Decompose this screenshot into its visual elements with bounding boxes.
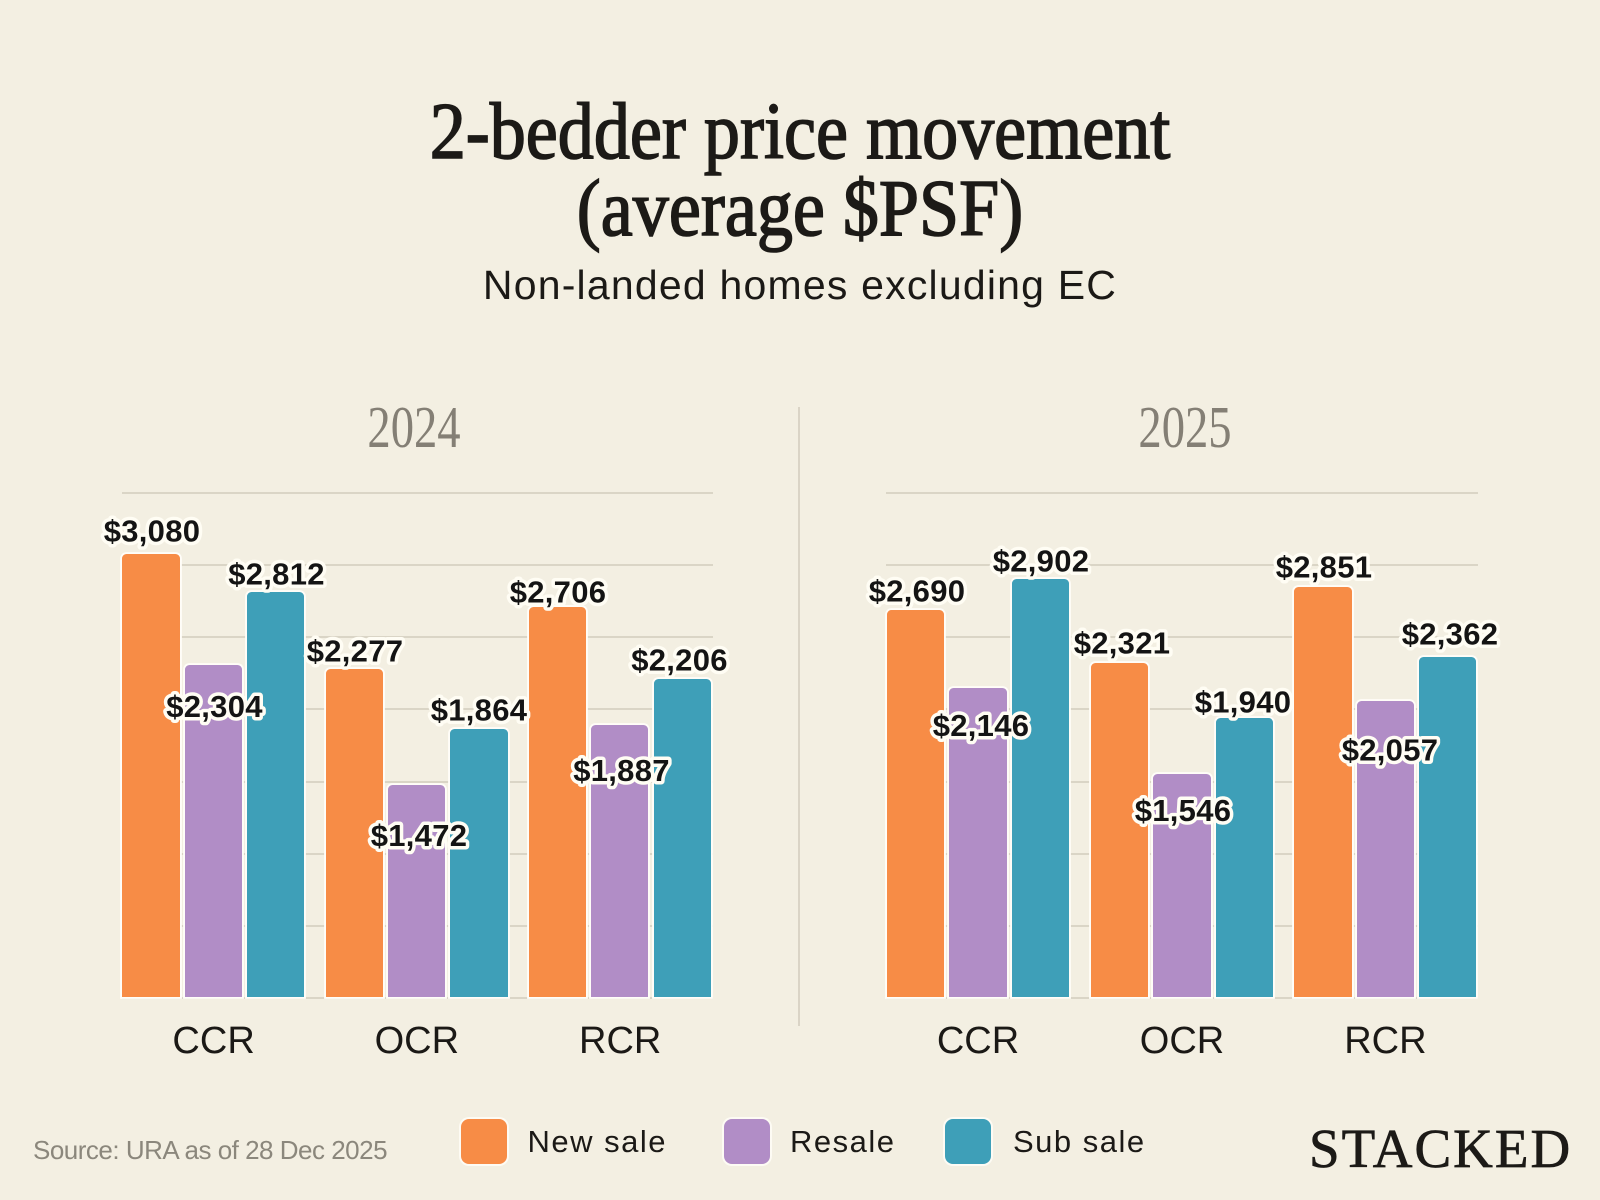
svg-text:$2,057: $2,057 <box>1342 732 1439 767</box>
svg-text:$2,706: $2,706 <box>510 574 607 609</box>
svg-text:$3,080: $3,080 <box>104 513 201 548</box>
svg-text:$2,362: $2,362 <box>1402 616 1499 651</box>
svg-text:$1,864: $1,864 <box>431 692 528 727</box>
svg-text:$1,887: $1,887 <box>573 753 670 788</box>
svg-text:$2,690: $2,690 <box>869 573 966 608</box>
svg-text:$1,940: $1,940 <box>1195 684 1292 719</box>
svg-text:$1,472: $1,472 <box>371 818 468 853</box>
svg-text:$2,902: $2,902 <box>993 543 1090 578</box>
svg-text:$2,851: $2,851 <box>1276 549 1373 584</box>
svg-text:$1,546: $1,546 <box>1135 793 1232 828</box>
svg-text:$2,206: $2,206 <box>631 642 728 677</box>
svg-text:$2,321: $2,321 <box>1074 625 1171 660</box>
svg-text:$2,812: $2,812 <box>228 556 325 591</box>
svg-text:$2,277: $2,277 <box>307 633 404 668</box>
svg-text:$2,304: $2,304 <box>166 689 263 724</box>
svg-text:$2,146: $2,146 <box>933 708 1030 743</box>
